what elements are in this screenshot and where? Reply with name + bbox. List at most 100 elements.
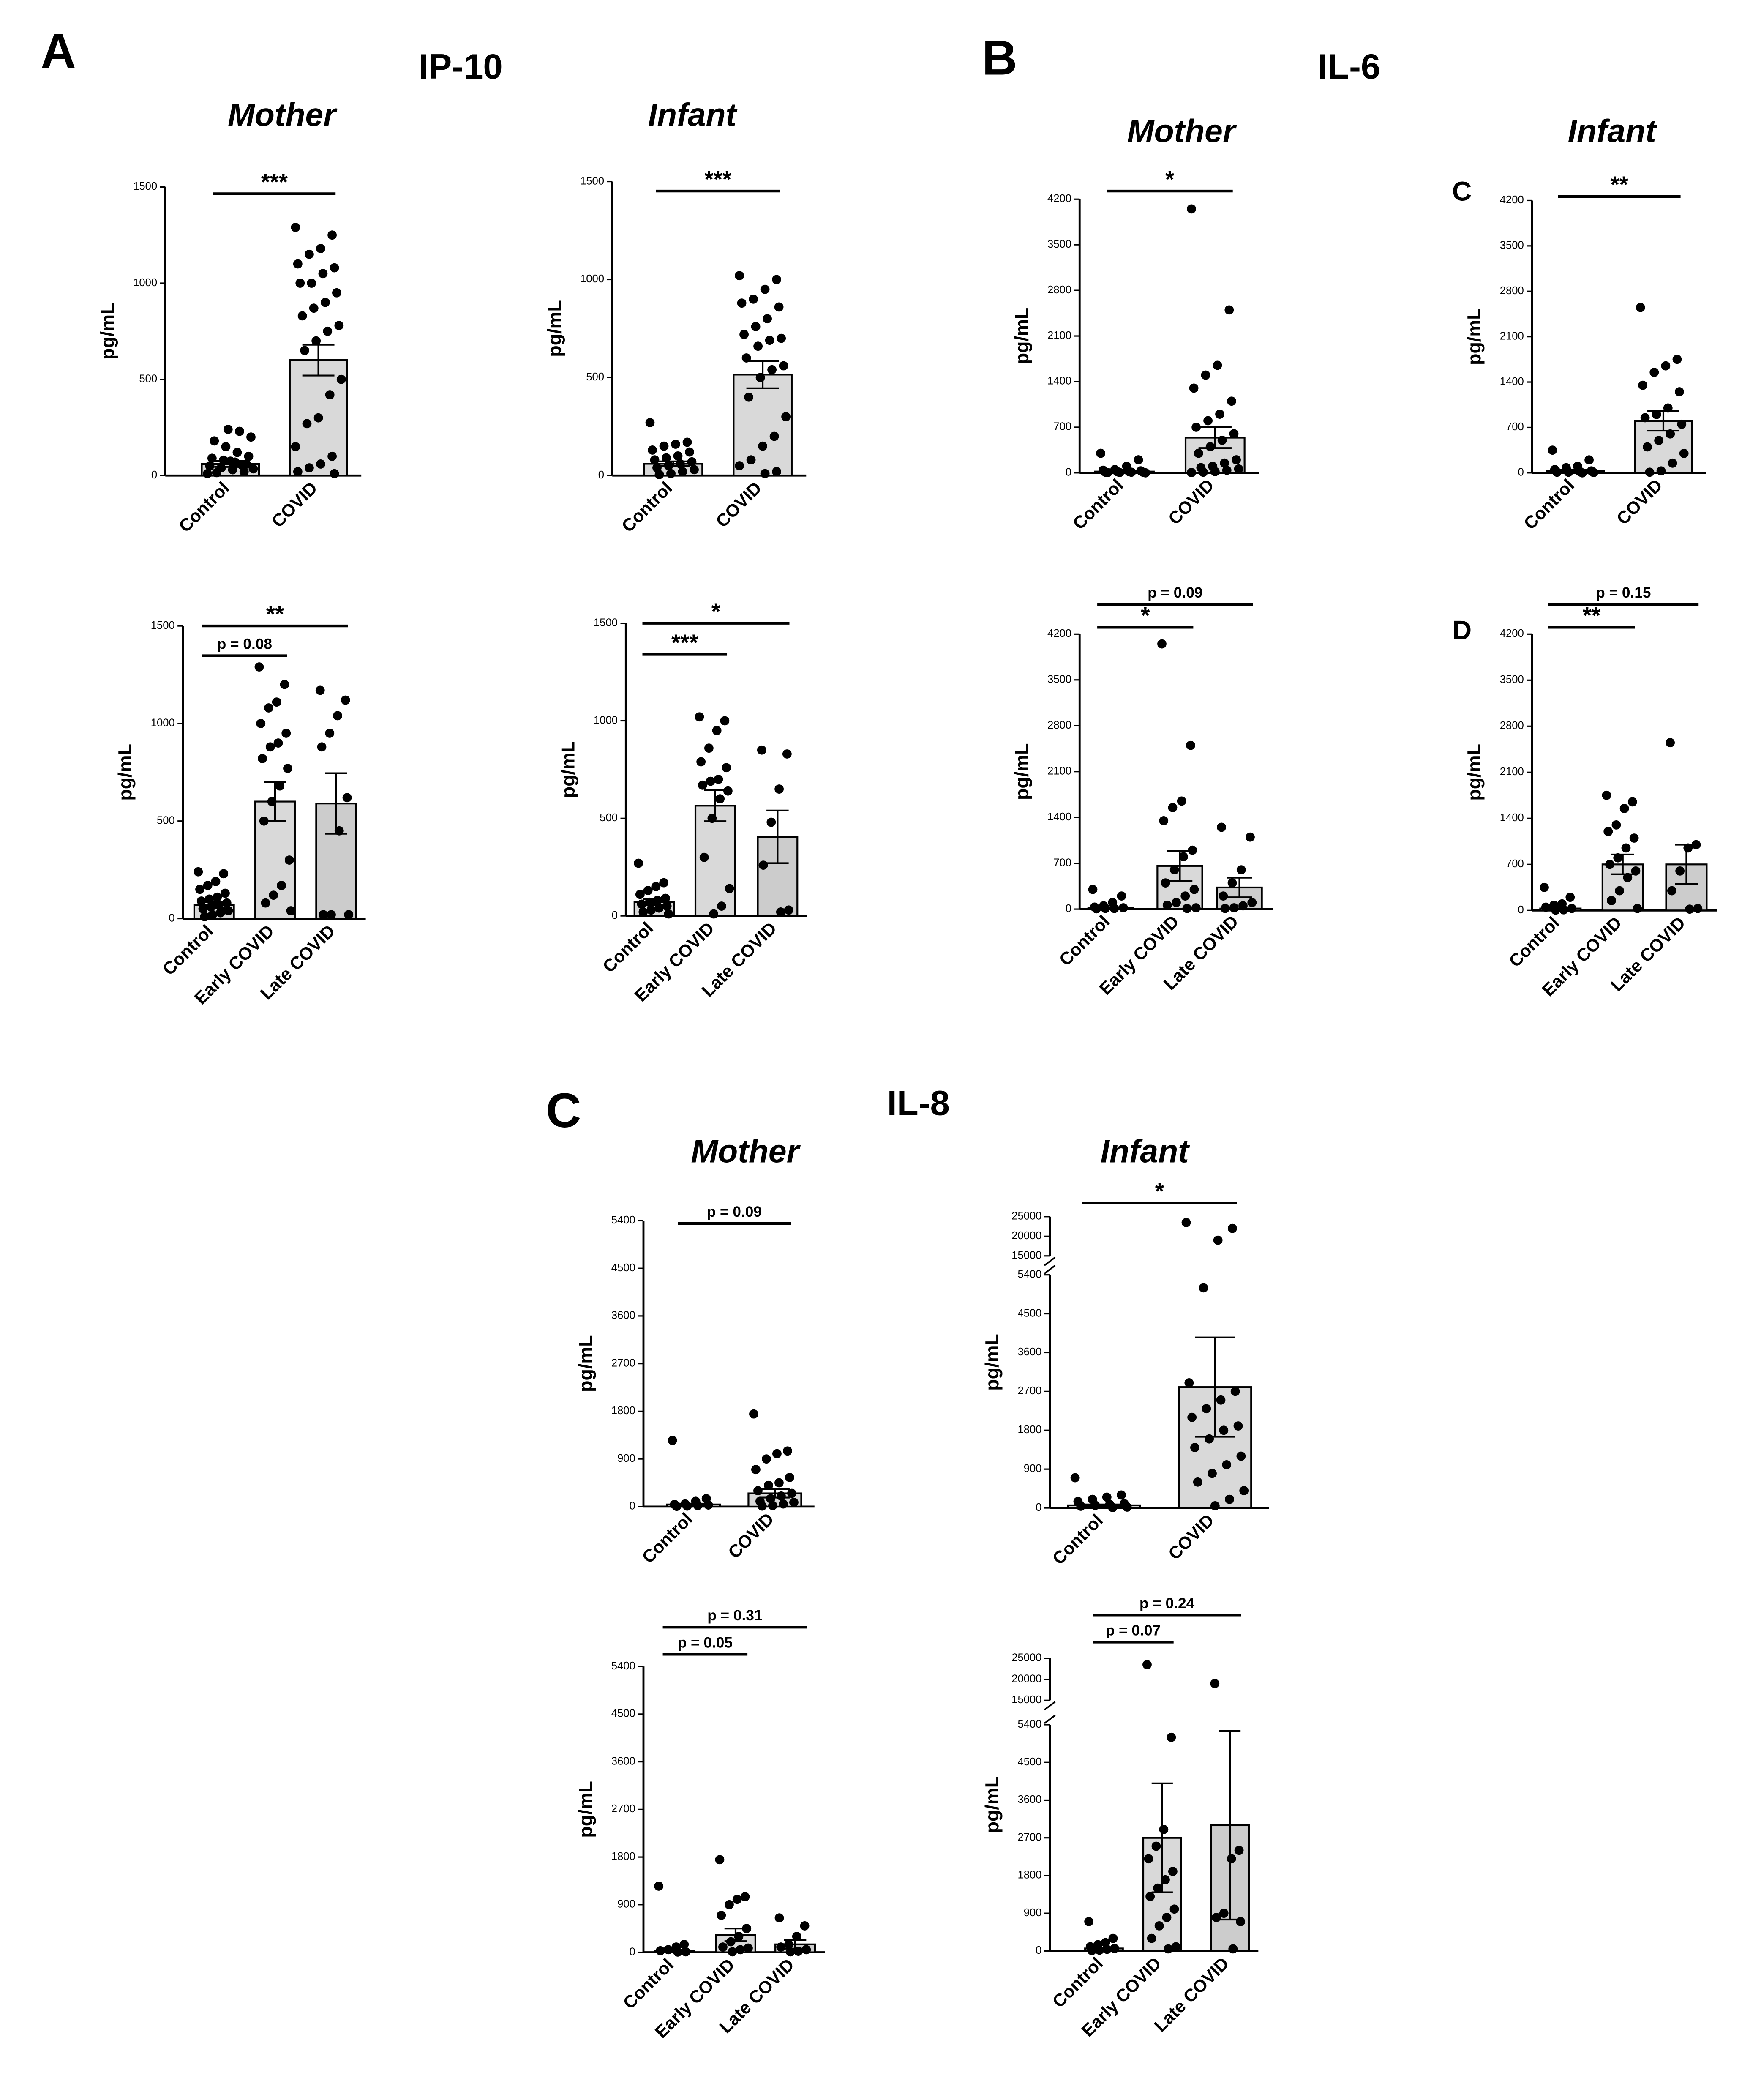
significance-label: *** xyxy=(704,166,731,192)
y-tick-label: 500 xyxy=(139,373,157,385)
data-point xyxy=(1177,796,1186,806)
data-point xyxy=(295,279,305,288)
data-point xyxy=(311,336,321,346)
data-point xyxy=(1603,827,1613,836)
data-point xyxy=(1663,403,1673,413)
data-point xyxy=(654,1882,664,1891)
error-bar xyxy=(1549,907,1572,911)
data-point xyxy=(654,470,664,479)
data-point xyxy=(1234,464,1243,474)
data-point xyxy=(1184,1378,1194,1387)
y-tick-label: 25000 xyxy=(1011,1652,1041,1664)
y-tick-label: 4200 xyxy=(1500,194,1524,206)
x-tick-label: Control xyxy=(1069,475,1127,533)
data-point xyxy=(1643,442,1652,452)
y-tick-label: 5400 xyxy=(611,1214,635,1226)
data-point xyxy=(1189,885,1199,894)
column-title: Infant xyxy=(1100,1133,1190,1170)
y-tick-label: 4500 xyxy=(1017,1756,1041,1768)
significance-label: * xyxy=(1141,603,1150,628)
data-point xyxy=(307,279,316,288)
data-point xyxy=(725,884,734,893)
significance-label: p = 0.05 xyxy=(678,1634,733,1651)
data-point xyxy=(1615,886,1625,896)
data-point xyxy=(1210,1501,1220,1510)
data-point xyxy=(1210,467,1220,476)
data-point xyxy=(767,365,777,374)
data-point xyxy=(789,1497,799,1507)
data-point xyxy=(751,322,761,331)
x-tick-label: Control xyxy=(158,921,217,979)
error-bar xyxy=(1107,470,1141,473)
data-point xyxy=(1215,410,1224,419)
y-tick-label: 4500 xyxy=(611,1262,635,1274)
y-axis-label: pg/mL xyxy=(575,1781,596,1838)
y-tick-label: 20000 xyxy=(1011,1673,1041,1685)
data-point xyxy=(776,1942,786,1952)
data-point xyxy=(1627,797,1637,807)
data-point xyxy=(196,896,206,906)
data-point xyxy=(1159,816,1169,825)
data-point xyxy=(1236,1451,1246,1461)
data-point xyxy=(749,294,758,304)
x-tick-label: Control xyxy=(175,478,233,536)
data-point xyxy=(1652,410,1661,419)
data-point xyxy=(1164,1944,1173,1954)
data-point xyxy=(755,373,765,382)
y-tick-label: 2100 xyxy=(1500,766,1524,778)
data-point xyxy=(254,662,264,672)
data-point xyxy=(679,1939,689,1949)
data-point xyxy=(1638,380,1648,390)
data-point xyxy=(760,284,770,294)
data-point xyxy=(198,904,208,914)
data-point xyxy=(1619,804,1629,813)
data-point xyxy=(801,1945,811,1955)
data-point xyxy=(782,749,792,759)
data-point xyxy=(222,898,232,908)
panel-letter: B xyxy=(982,31,1017,85)
x-tick-label: COVID xyxy=(724,1509,778,1562)
data-point xyxy=(643,886,653,896)
data-point xyxy=(1169,865,1179,875)
data-point xyxy=(774,1913,784,1923)
data-point xyxy=(1567,904,1577,913)
data-point xyxy=(1611,820,1621,830)
data-point xyxy=(1154,1921,1164,1931)
data-point xyxy=(291,442,300,451)
data-point xyxy=(1232,455,1241,464)
data-point xyxy=(762,1454,771,1464)
data-point xyxy=(777,333,786,343)
x-tick-label: COVID xyxy=(712,478,766,531)
data-point xyxy=(224,906,233,915)
error-bar xyxy=(1219,1730,1241,1921)
data-point xyxy=(792,1932,801,1941)
data-point xyxy=(305,249,314,259)
data-point xyxy=(1227,396,1236,406)
y-tick-label: 900 xyxy=(617,1453,635,1464)
data-point xyxy=(1613,853,1623,863)
error-bar xyxy=(264,781,286,822)
data-point xyxy=(1190,1443,1199,1453)
error-bar xyxy=(1194,1336,1235,1438)
data-point xyxy=(1169,1904,1179,1914)
data-point xyxy=(283,764,292,773)
data-point xyxy=(768,1501,777,1510)
y-tick-label: 0 xyxy=(1036,1944,1041,1956)
data-point xyxy=(723,786,733,796)
data-point xyxy=(1605,860,1615,869)
x-tick-label: COVID xyxy=(1613,475,1666,529)
data-point xyxy=(246,432,256,442)
data-point xyxy=(1168,803,1178,812)
y-tick-label: 3500 xyxy=(1047,238,1071,250)
data-point xyxy=(1233,1421,1243,1431)
data-point xyxy=(320,298,330,307)
data-point xyxy=(1236,865,1246,875)
y-tick-label: 1000 xyxy=(594,714,618,726)
y-tick-label: 0 xyxy=(151,469,157,481)
data-point xyxy=(678,467,687,476)
data-point xyxy=(1666,429,1675,439)
data-point xyxy=(1540,882,1549,892)
y-tick-label: 1500 xyxy=(580,175,604,187)
y-tick-label: 1000 xyxy=(133,277,157,289)
data-point xyxy=(203,881,213,890)
